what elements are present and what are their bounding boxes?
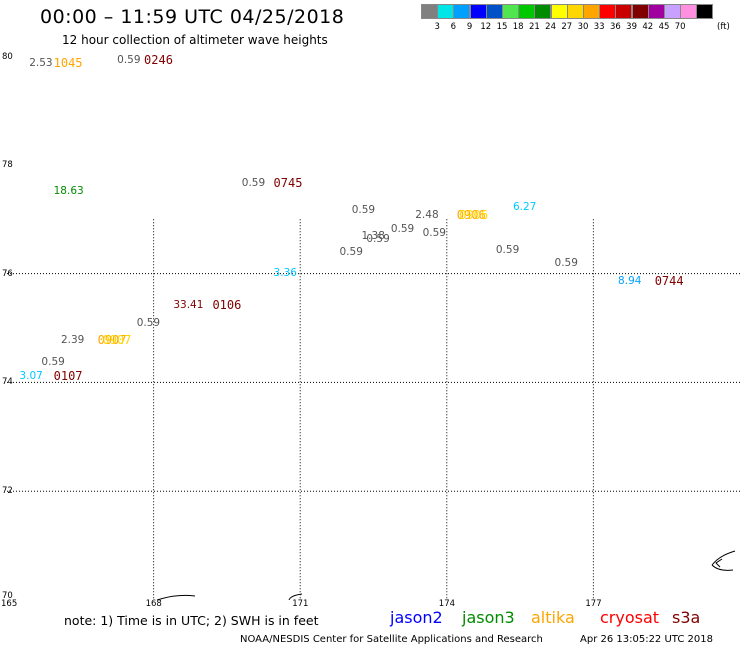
- legend-swatch: [566, 4, 584, 19]
- satellite-jason2: jason2: [390, 608, 443, 627]
- wave-height-value: 0.59: [136, 317, 161, 330]
- legend-tick-label: 42: [642, 22, 654, 32]
- legend-tick-label: 33: [593, 22, 605, 32]
- legend-tick-label: 12: [480, 22, 492, 32]
- legend-swatch: [421, 4, 438, 19]
- legend-swatch: [518, 4, 536, 19]
- map-canvas: [7, 219, 740, 601]
- coastline: [156, 550, 736, 601]
- wave-height-value: 0.59: [554, 256, 578, 269]
- wave-height-value: 0.59: [339, 245, 363, 258]
- legend-tick-label: 27: [561, 22, 573, 32]
- wave-height-value: 3.07: [19, 369, 43, 382]
- wave-height-value: 0.59: [117, 54, 141, 67]
- legend-swatch: [583, 4, 600, 19]
- legend-swatch: [647, 4, 665, 19]
- satellite-s3a: s3a: [672, 608, 701, 627]
- legend-tick-label: 6: [450, 22, 457, 32]
- pass-time-label: 0107: [53, 368, 83, 383]
- latitude-label: 70: [2, 591, 13, 601]
- graticule: [7, 219, 740, 600]
- pass-time-label: 0745: [273, 175, 303, 190]
- coastline-bottom: [156, 550, 736, 601]
- wave-height-value: 0.59: [351, 204, 376, 217]
- legend-swatch: [534, 4, 552, 19]
- map-title: 00:00 – 11:59 UTC 04/25/2018: [40, 6, 345, 28]
- legend-unit: (ft): [717, 22, 730, 32]
- legend-tick-label: 70: [674, 22, 686, 32]
- pass-time-label: 0106: [212, 298, 242, 313]
- legend-swatch: [599, 4, 617, 19]
- legend-tick-label: 45: [658, 22, 670, 32]
- wave-height-value: 6.27: [512, 201, 537, 214]
- wave-height-value: 0.59: [241, 176, 266, 189]
- legend-tick-label: 15: [496, 22, 508, 32]
- legend-swatch: [631, 4, 649, 19]
- latitude-label: 78: [2, 159, 13, 170]
- wave-height-value: 18.63: [53, 185, 84, 197]
- legend-swatch: [469, 4, 487, 19]
- pass-time-label: 0906: [459, 208, 489, 223]
- pass-time-label: 0906: [456, 208, 486, 223]
- wave-height-value: 2.39: [60, 333, 85, 346]
- legend-swatch: [453, 4, 471, 19]
- footer-note: note: 1) Time is in UTC; 2) SWH is in fe…: [64, 613, 319, 628]
- legend-tick-label: 36: [609, 22, 621, 32]
- map-subtitle: 12 hour collection of altimeter wave hei…: [62, 33, 328, 47]
- legend-tick-label: 24: [545, 22, 556, 32]
- pass-time-label: 1045: [53, 56, 83, 71]
- legend-swatch: [485, 4, 503, 19]
- legend-swatch: [502, 4, 519, 19]
- legend-swatch: [550, 4, 568, 19]
- wave-height-value: 0.59: [390, 223, 415, 236]
- wave-height-value: 2.48: [415, 209, 439, 222]
- legend-tick-label: 21: [528, 22, 540, 32]
- latitude-label: 80: [2, 52, 13, 62]
- longitude-label: 165: [1, 599, 18, 609]
- longitude-label: 171: [292, 599, 309, 609]
- generation-timestamp: Apr 26 13:05:22 UTC 2018: [580, 634, 713, 645]
- pass-time-label: 0907: [97, 332, 127, 347]
- wave-height-value: 0.59: [41, 356, 65, 369]
- legend-swatch: [437, 4, 455, 19]
- satellite-altika: altika: [531, 608, 575, 627]
- latitude-label: 72: [2, 486, 13, 497]
- wave-height-value: 3.36: [273, 266, 297, 279]
- wave-height-value: 0.59: [422, 226, 446, 239]
- longitude-label: 177: [585, 599, 602, 609]
- legend-swatch: [696, 4, 714, 19]
- wave-height-value: 8.94: [618, 274, 642, 287]
- legend-tick-label: 3: [434, 22, 440, 32]
- wave-height-value: 2.53: [29, 57, 53, 70]
- legend-swatch: [615, 4, 633, 19]
- wave-height-value: 0.59: [495, 243, 520, 256]
- pass-time-label: 0744: [654, 273, 684, 288]
- legend-tick-label: 30: [577, 22, 589, 32]
- wave-height-value: 0.59: [366, 232, 390, 245]
- legend-swatch: [664, 4, 681, 19]
- credit-line: NOAA/NESDIS Center for Satellite Applica…: [240, 634, 543, 645]
- pass-time-label: 0246: [144, 53, 173, 68]
- legend-swatch: [680, 4, 698, 19]
- wave-height-value: 33.41: [173, 299, 204, 312]
- legend-tick-label: 39: [626, 22, 637, 32]
- latitude-label: 74: [2, 377, 13, 388]
- satellite-jason3: jason3: [462, 608, 515, 627]
- legend-tick-label: 9: [466, 22, 473, 32]
- pass-time-label: 0907: [102, 332, 132, 347]
- satellite-cryosat: cryosat: [600, 608, 660, 627]
- map-area[interactable]: 80 78 76 74 72 70 165 168 171 174 177 2.53 0.59 18.63…: [1, 52, 740, 609]
- longitude-label: 174: [438, 599, 456, 609]
- longitude-label: 168: [145, 599, 162, 609]
- latitude-label: 76: [2, 268, 13, 279]
- wave-height-value: 1.38: [361, 230, 385, 243]
- legend-tick-label: 18: [512, 22, 524, 32]
